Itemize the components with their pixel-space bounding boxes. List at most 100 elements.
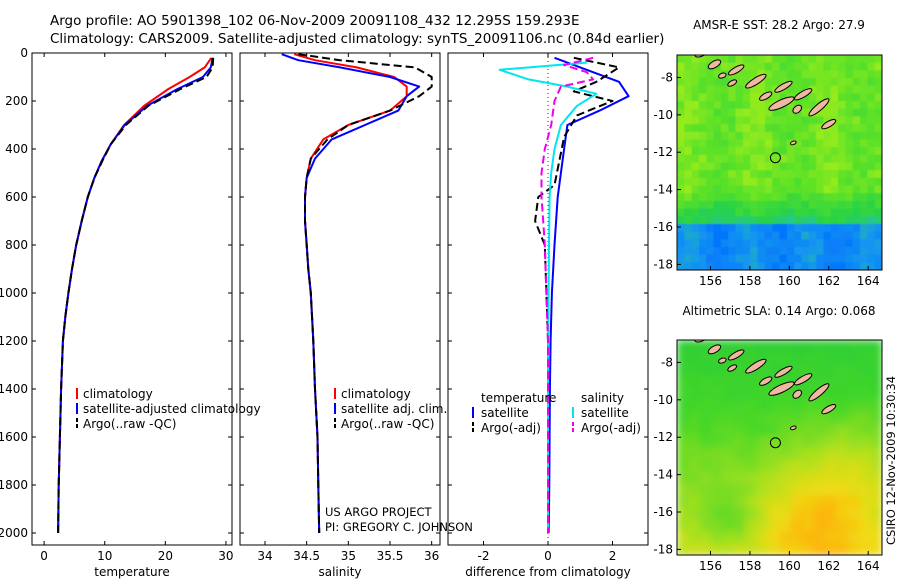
sst-heatmap-cell — [779, 208, 788, 217]
sst-heatmap-cell — [691, 208, 700, 217]
sst-heatmap-cell — [684, 62, 693, 71]
sst-heatmap-cell — [794, 208, 803, 217]
sst-heatmap-cell — [779, 200, 788, 210]
map-y-tick-label: -12 — [653, 145, 673, 159]
sst-heatmap-cell — [735, 216, 744, 225]
sst-heatmap-cell — [684, 239, 693, 248]
sst-heatmap-cell — [794, 254, 803, 263]
sst-heatmap-cell — [728, 193, 737, 202]
sla-heatmap-cell — [779, 471, 792, 484]
sla-heatmap-cell — [790, 363, 803, 377]
sst-heatmap-cell — [867, 254, 876, 263]
sst-heatmap-cell — [786, 223, 795, 233]
salinity-profile-panel: 34 34.5 35 35.5 36 salinity climatologysatelli… — [239, 52, 447, 579]
sla-heatmap-cell — [733, 519, 746, 532]
sst-heatmap-cell — [698, 124, 707, 133]
sla-heatmap-cell — [711, 543, 724, 555]
sst-heatmap-cell — [823, 208, 832, 217]
sst-heatmap-cell — [772, 147, 781, 156]
sst-heatmap-cell — [706, 200, 715, 210]
sla-heatmap-cell — [847, 447, 860, 461]
sst-heatmap-cell — [786, 70, 795, 79]
sst-heatmap-cell — [764, 185, 773, 194]
sst-heatmap-cell — [808, 78, 817, 87]
sla-heatmap-cell — [699, 483, 712, 496]
sla-heatmap-cell — [745, 399, 758, 413]
sal-x-tick-label: 34 — [257, 549, 272, 563]
sla-heatmap-cell — [790, 340, 803, 353]
sst-heatmap-cell — [874, 85, 882, 94]
sst-heatmap-cell — [677, 101, 685, 110]
sst-heatmap-cell — [757, 116, 766, 125]
sst-heatmap-cell — [677, 131, 685, 141]
map-y-tick-label: -18 — [653, 257, 673, 271]
sst-heatmap-cell — [684, 170, 693, 179]
sst-heatmap-cell — [691, 254, 700, 263]
sst-heatmap-cell — [720, 208, 729, 217]
sla-heatmap-cell — [711, 459, 724, 472]
sla-heatmap-cell — [836, 423, 849, 437]
sla-heatmap-cell — [859, 543, 872, 555]
sst-heatmap-cell — [742, 216, 751, 225]
sla-heatmap-cell — [813, 411, 826, 425]
sst-heatmap-cell — [764, 162, 773, 171]
sst-heatmap-cell — [698, 93, 707, 102]
sst-heatmap-cell — [684, 131, 693, 141]
sst-heatmap-cell — [691, 262, 700, 270]
sst-heatmap-cell — [838, 185, 846, 194]
sst-heatmap-cell — [845, 139, 854, 148]
sla-heatmap-cell — [745, 471, 758, 484]
sst-heatmap-cell — [757, 154, 766, 164]
sst-heatmap-cell — [706, 124, 715, 133]
sla-heatmap-cell — [813, 447, 826, 461]
sst-heatmap-cell — [830, 231, 839, 240]
sst-heatmap-cell — [867, 246, 876, 256]
sst-heatmap-cell — [801, 223, 810, 233]
sst-heatmap-cell — [677, 147, 685, 156]
sst-heatmap-cell — [698, 108, 707, 118]
sst-heatmap-cell — [772, 116, 781, 125]
sst-heatmap-cell — [720, 93, 729, 102]
sst-heatmap-cell — [764, 154, 773, 164]
sla-heatmap-cell — [847, 495, 860, 508]
sst-heatmap-cell — [684, 124, 693, 133]
sst-heatmap-cell — [706, 216, 715, 225]
sst-heatmap-cell — [750, 223, 759, 233]
sst-heatmap-cell — [794, 62, 803, 71]
sla-heatmap-cell — [859, 351, 872, 365]
sst-heatmap-cell — [772, 78, 781, 87]
sst-heatmap-cell — [867, 131, 876, 141]
sst-heatmap-cell — [801, 246, 810, 256]
island-shape — [774, 365, 793, 378]
sla-heatmap-cell — [813, 435, 826, 449]
island-shape — [759, 376, 773, 386]
sst-heatmap-cell — [691, 116, 700, 125]
sst-heatmap-cell — [735, 246, 744, 256]
sst-heatmap-cell — [728, 116, 737, 125]
sla-heatmap-cell — [847, 459, 860, 472]
sst-heatmap-cell — [874, 93, 882, 102]
sla-heatmap-cell — [688, 483, 701, 496]
sst-heatmap-cell — [750, 208, 759, 217]
sla-heatmap-cell — [722, 471, 735, 484]
sla-heatmap-cell — [779, 351, 792, 365]
sst-heatmap-cell — [691, 177, 700, 187]
sst-heatmap-cell — [764, 262, 773, 270]
sst-heatmap-cell — [874, 139, 882, 148]
sst-heatmap-cell — [706, 139, 715, 148]
sst-heatmap-cell — [750, 177, 759, 187]
sst-heatmap-cell — [706, 147, 715, 156]
sla-heatmap-cell — [847, 483, 860, 496]
sst-heatmap-cell — [706, 246, 715, 256]
sla-heatmap-cell — [677, 531, 689, 544]
sst-heatmap-cell — [677, 124, 685, 133]
sst-heatmap-cell — [845, 108, 854, 118]
diff-legend-label: Argo(-adj) — [481, 421, 541, 435]
sst-heatmap-cell — [691, 55, 700, 64]
sst-heatmap-cell — [713, 254, 722, 263]
sla-heatmap-cell — [790, 495, 803, 508]
map-y-tick-label: -8 — [661, 355, 673, 369]
sst-heatmap-cell — [816, 147, 825, 156]
map-y-tick-label: -10 — [653, 393, 673, 407]
sst-heatmap-cell — [794, 55, 803, 64]
